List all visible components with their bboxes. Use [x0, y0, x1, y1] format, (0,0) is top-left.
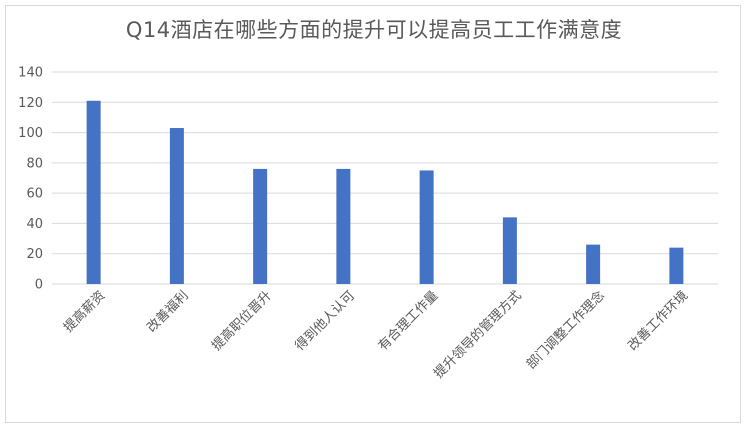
x-tick-label: 有合理工作量	[376, 288, 442, 354]
bar	[86, 100, 101, 285]
bar	[502, 217, 517, 284]
x-tick-label: 改善福利	[144, 288, 192, 336]
y-tick-label: 0	[35, 278, 43, 293]
bar	[253, 168, 268, 284]
bar	[169, 128, 184, 284]
bar	[336, 168, 351, 284]
gridlines	[52, 71, 718, 285]
x-tick-label: 改善工作环境	[625, 288, 691, 354]
y-tick-label: 140	[18, 66, 43, 81]
chart-frame	[5, 5, 741, 423]
bar	[419, 170, 434, 284]
x-tick-label: 提升领导的管理方式	[431, 288, 525, 382]
y-tick-label: 120	[18, 96, 43, 111]
bar	[586, 244, 601, 284]
y-tick-label: 60	[26, 187, 43, 202]
x-tick-label: 部门调整工作理念	[523, 288, 608, 373]
bar	[669, 247, 684, 284]
x-tick-label: 提高薪资	[60, 288, 108, 336]
x-tick-label: 提高职位晋升	[208, 288, 274, 354]
y-tick-label: 20	[26, 247, 43, 262]
x-tick-label: 得到他人认可	[292, 288, 358, 354]
y-tick-label: 40	[26, 217, 43, 232]
y-tick-label: 80	[26, 156, 43, 171]
y-axis: 0 20 40 60 80 100 120 140	[18, 66, 43, 293]
y-tick-label: 100	[18, 126, 43, 141]
bars	[86, 100, 684, 285]
chart-title: Q14酒店在哪些方面的提升可以提高员工工作满意度	[125, 18, 623, 42]
